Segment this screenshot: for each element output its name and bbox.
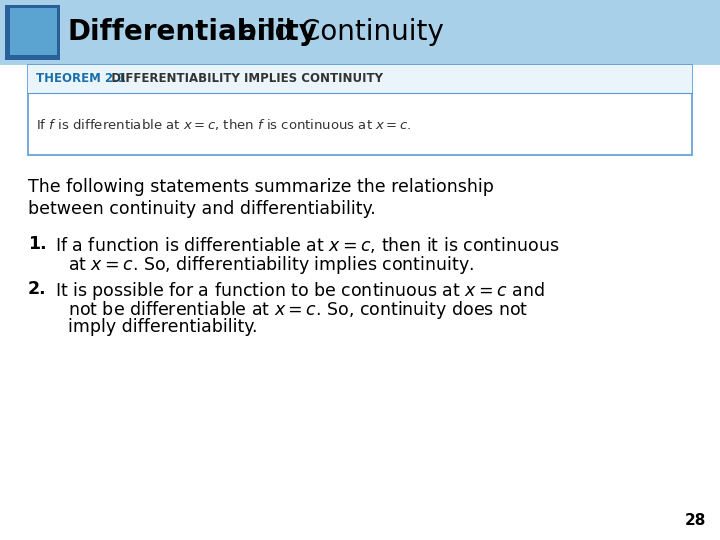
Text: between continuity and differentiability.: between continuity and differentiability… — [28, 200, 376, 218]
Text: The following statements summarize the relationship: The following statements summarize the r… — [28, 178, 494, 196]
Text: and Continuity: and Continuity — [231, 18, 444, 46]
Text: 2.: 2. — [28, 280, 47, 298]
Bar — [0, 0, 720, 65]
Text: DIFFERENTIABILITY IMPLIES CONTINUITY: DIFFERENTIABILITY IMPLIES CONTINUITY — [103, 72, 383, 85]
Text: at $x = c$. So, differentiability implies continuity.: at $x = c$. So, differentiability implie… — [68, 254, 474, 276]
Text: 28: 28 — [685, 513, 706, 528]
Text: It is possible for a function to be continuous at $x = c$ and: It is possible for a function to be cont… — [55, 280, 545, 302]
Text: If a function is differentiable at $x = c$, then it is continuous: If a function is differentiable at $x = … — [55, 235, 559, 255]
Text: 1.: 1. — [28, 235, 47, 253]
Bar — [10, 8, 57, 55]
Text: Differentiability: Differentiability — [68, 18, 318, 46]
Text: not be differentiable at $x = c$. So, continuity does not: not be differentiable at $x = c$. So, co… — [68, 299, 528, 321]
Bar — [28, 65, 692, 155]
Text: THEOREM 2.1: THEOREM 2.1 — [36, 72, 126, 85]
Text: If $f$ is differentiable at $x = c$, then $f$ is continuous at $x = c$.: If $f$ is differentiable at $x = c$, the… — [36, 117, 412, 132]
Bar — [28, 65, 692, 93]
Bar — [5, 5, 60, 60]
Text: imply differentiability.: imply differentiability. — [68, 318, 258, 336]
